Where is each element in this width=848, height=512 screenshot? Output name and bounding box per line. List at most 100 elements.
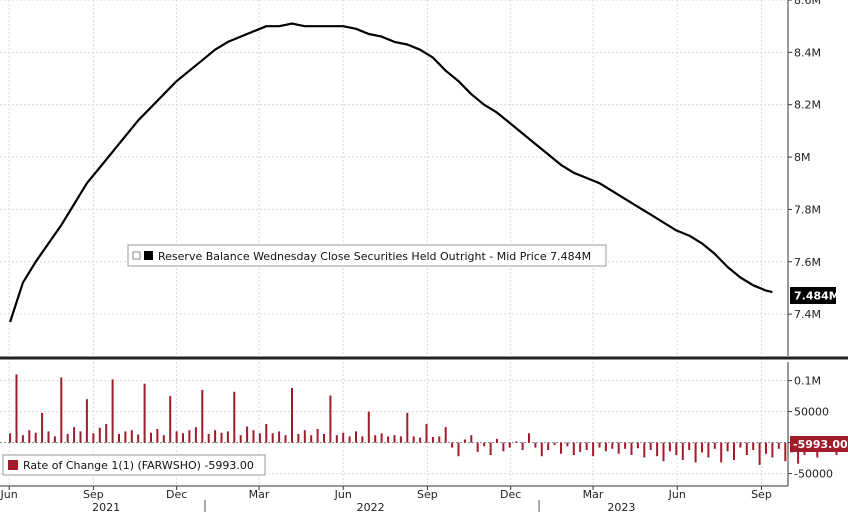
legend-bottom[interactable]: Rate of Change 1(1) (FARWSHO) -5993.00	[2, 454, 266, 476]
y-tick-label-top: 8.6M	[794, 0, 821, 7]
rate-bar	[483, 442, 486, 447]
rate-bar	[572, 442, 575, 455]
rate-bar	[739, 442, 742, 448]
rate-bar	[9, 433, 12, 443]
rate-bar	[355, 431, 357, 443]
rate-bar	[592, 442, 595, 457]
rate-bar	[617, 442, 620, 454]
rate-bar	[611, 442, 614, 449]
rate-bar	[585, 442, 588, 450]
rate-bar	[60, 377, 63, 443]
rate-bar	[668, 442, 671, 452]
x-tick-label: Jun	[334, 488, 352, 501]
rate-bar	[34, 432, 37, 443]
rate-bar	[162, 435, 165, 443]
rate-bar	[406, 412, 409, 443]
rate-bar	[419, 437, 422, 443]
rate-bar	[41, 412, 44, 443]
rate-bar	[310, 435, 313, 443]
rate-bar	[630, 442, 633, 455]
rate-bar	[66, 433, 69, 443]
rate-bar	[508, 442, 511, 448]
rate-bar	[463, 439, 466, 443]
rate-bar	[438, 436, 441, 443]
rate-bar	[733, 442, 735, 460]
rate-bar	[553, 442, 556, 446]
rate-bar	[156, 429, 159, 443]
x-tick-label: Jun	[668, 488, 686, 501]
rate-bar	[284, 435, 287, 443]
rate-bar	[656, 442, 659, 457]
rate-bar	[547, 442, 550, 450]
rate-bar	[387, 436, 390, 443]
rate-bar	[412, 436, 415, 443]
rate-bar	[118, 433, 120, 443]
rate-bar	[560, 442, 562, 454]
rate-bar	[98, 427, 101, 443]
rate-bar	[143, 383, 146, 443]
rate-bar	[470, 435, 473, 443]
rate-bar	[515, 441, 518, 443]
last-value-flag-bottom: -5993.00	[790, 436, 848, 452]
y-tick-label-top: 8.4M	[794, 46, 821, 59]
rate-bar	[278, 431, 281, 443]
last-value-label-bottom: -5993.00	[793, 438, 848, 451]
legend-checkbox-icon[interactable]	[132, 251, 141, 260]
top-panel-y-axis: 8.6M 8.4M 8.2M 8M 7.8M 7.6M 7.4M	[788, 0, 821, 321]
rate-bar	[194, 427, 197, 443]
rate-bar	[444, 427, 447, 443]
y-tick-label-top: 7.4M	[794, 308, 821, 321]
rate-bar	[662, 442, 665, 462]
rate-bar	[28, 430, 31, 443]
x-year-label: 2021	[92, 501, 120, 512]
rate-bar	[720, 442, 723, 463]
legend-bottom-label: Rate of Change 1(1) (FARWSHO) -5993.00	[23, 459, 254, 472]
rate-bar	[175, 431, 178, 443]
y-tick-label-top: 7.8M	[794, 203, 821, 216]
rate-bar	[85, 399, 88, 443]
rate-bar	[329, 395, 332, 443]
rate-bar	[694, 442, 697, 463]
rate-bar	[182, 433, 184, 443]
rate-bar	[393, 435, 396, 443]
x-tick-label: Sep	[417, 488, 438, 501]
rate-bar	[105, 424, 108, 443]
rate-bar	[707, 442, 710, 458]
legend-top[interactable]: Reserve Balance Wednesday Close Securiti…	[127, 244, 607, 267]
x-year-label: 2022	[357, 501, 385, 512]
rate-bar	[188, 430, 191, 443]
rate-bar	[316, 429, 319, 443]
rate-bar	[765, 442, 767, 454]
rate-bar	[528, 433, 530, 443]
rate-bar	[431, 437, 434, 443]
rate-bar	[201, 389, 204, 443]
rate-bar	[579, 442, 582, 452]
rate-bar	[496, 438, 498, 443]
rate-bar	[239, 435, 242, 443]
y-tick-label-top: 8.2M	[794, 99, 821, 112]
rate-bar	[701, 442, 703, 453]
rate-bar	[111, 379, 114, 443]
rate-bar	[265, 424, 268, 443]
rate-bar	[784, 442, 787, 462]
rate-bar	[73, 427, 76, 443]
y-tick-label-bottom: 50000	[794, 406, 829, 419]
rate-bar	[476, 442, 479, 452]
rate-bar	[489, 442, 492, 455]
rate-bar	[380, 433, 383, 443]
rate-bar	[502, 442, 505, 452]
y-tick-label-top: 8M	[794, 151, 811, 164]
rate-bar	[214, 430, 217, 443]
rate-bar	[53, 436, 56, 443]
rate-bar	[297, 433, 300, 443]
legend-top-label: Reserve Balance Wednesday Close Securiti…	[158, 250, 591, 263]
legend-bottom-swatch-icon	[8, 460, 18, 470]
rate-bar	[361, 436, 364, 443]
rate-bar	[374, 435, 377, 443]
rate-bar	[726, 442, 729, 452]
rate-bar	[226, 431, 229, 443]
rate-bar	[649, 442, 652, 450]
rate-bar	[797, 442, 800, 464]
rate-bar	[624, 442, 627, 449]
